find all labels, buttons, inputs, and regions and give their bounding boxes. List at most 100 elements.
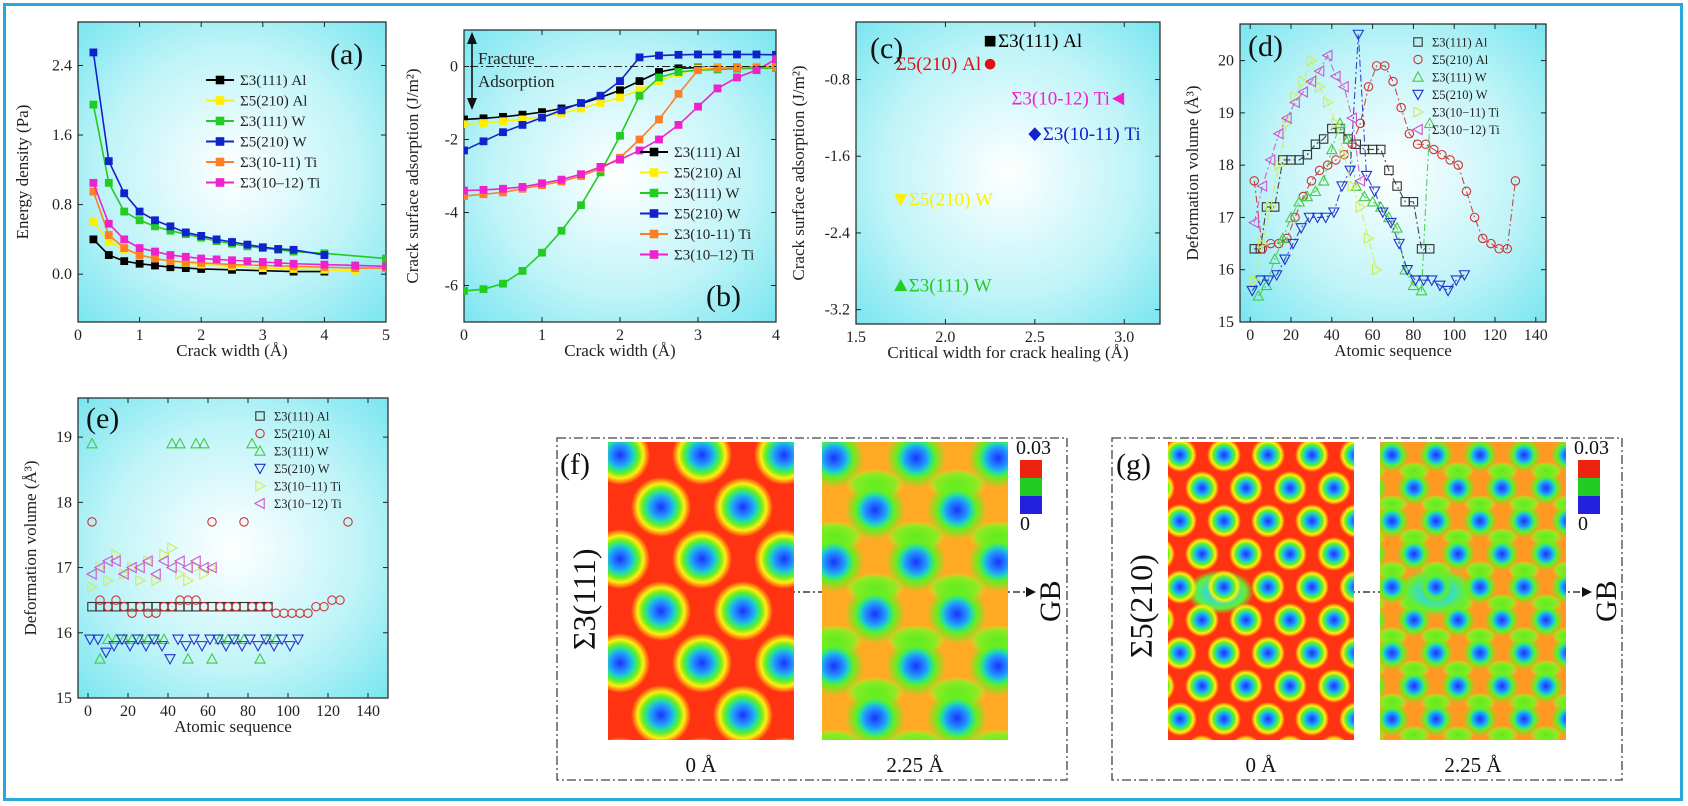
interstitial-blob [1596,759,1628,777]
atom [1529,537,1563,571]
x-tick-label: 0 [74,327,82,344]
data-point [228,238,236,246]
gb-arrow-head [1026,587,1036,597]
data-point [1376,207,1389,219]
atom [1251,570,1285,604]
data-point [320,251,329,259]
data-point [1293,195,1306,207]
legend-label: Σ3(111) W [274,445,329,459]
interstitial-blob [1486,726,1518,740]
atom [508,737,568,797]
scale-red [1578,460,1600,478]
point-label: Σ5(210) W [909,189,993,210]
y-tick-label: 16 [56,625,72,642]
atom [822,442,864,488]
x-tick-label: 5 [382,327,390,344]
atom [608,603,609,619]
data-point [1270,270,1283,282]
atom [1380,540,1387,568]
atom [1251,702,1285,736]
data-point [274,258,283,267]
x-tick-label: 140 [1524,327,1548,344]
atom [1507,636,1541,670]
data-point [276,634,288,646]
atom [672,633,732,693]
data-point [616,86,624,95]
atom [713,581,773,641]
data-point [1420,139,1431,149]
data-point [733,73,741,82]
atom [1229,471,1263,505]
data-point [135,244,144,252]
atom [770,737,794,740]
atom [1485,669,1519,703]
atom [1401,735,1427,740]
data-point [84,634,96,646]
atom [1441,537,1475,571]
data-point [1437,149,1447,160]
data-point [135,574,147,587]
data-point [1396,102,1406,113]
atom [1251,442,1285,472]
data-point [120,207,129,216]
legend-marker [215,116,225,126]
y-tick-label: 2.4 [52,57,72,74]
data-point [319,601,329,612]
plot-area [856,22,1160,324]
data-point [120,244,129,252]
data-point [382,262,386,271]
data-point [1336,181,1348,193]
interstitial-blob [1442,792,1474,806]
atom [1441,471,1475,505]
data-point [479,285,488,294]
data-point [94,652,106,664]
data-point [117,568,129,581]
atom [1595,702,1629,736]
data-point [713,64,722,73]
data-point [1276,232,1289,244]
data-point [1294,155,1304,165]
data-point [135,259,144,268]
data-point [207,517,217,527]
interstitial-blob [1618,726,1650,744]
data-point [616,131,624,140]
atom [1485,537,1519,571]
data-point [733,63,741,72]
atom [1317,537,1351,571]
atom [1317,471,1351,505]
atom [1339,702,1354,736]
data-point [694,102,702,111]
data-point [189,555,201,568]
atom [1163,768,1197,802]
panel-label: (c) [870,32,903,65]
data-point [1469,212,1480,223]
atom [1168,442,1197,472]
data-point [713,84,722,93]
panel-g-box [1111,437,1623,781]
panel-label: (e) [86,402,119,435]
data-point [167,542,179,554]
legend-marker [215,157,225,167]
x-tick-label: 2 [616,327,624,344]
atom [1207,768,1241,802]
atom [1295,768,1329,802]
legend-marker [255,480,267,492]
panel-f-box [556,437,1068,781]
panel-label: (b) [706,280,741,313]
atom [1383,768,1417,802]
data-point [1256,180,1268,193]
atom [1331,768,1365,802]
legend-marker [1412,70,1424,82]
atom [1397,603,1431,637]
data-point [150,633,162,645]
data-point [1249,274,1261,287]
atom [927,480,987,540]
trend-curve [1253,65,1516,250]
data-point [127,608,137,618]
data-point [1510,176,1521,186]
data-point [135,207,144,216]
data-point [89,235,98,244]
atom [608,442,650,485]
atom [1529,669,1563,703]
y-tick-label: -6 [445,278,458,295]
